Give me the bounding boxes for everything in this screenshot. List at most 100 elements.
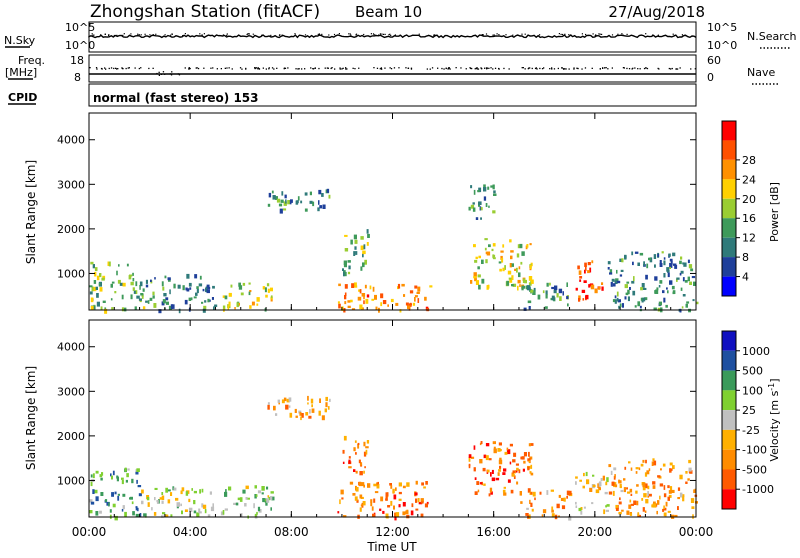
nsearch-point [598,33,600,35]
nsearch-point [498,34,500,36]
heatmap-cell [188,498,191,503]
heatmap-cell [498,442,502,446]
heatmap-cell [517,279,521,284]
heatmap-cell [588,284,591,288]
nave-point [134,67,136,69]
heatmap-cell [612,283,616,287]
heatmap-cell [212,285,215,289]
nsearch-point [318,33,320,35]
heatmap-cell [606,504,610,507]
nave-point [284,67,287,69]
heatmap-cell [470,456,475,459]
heatmap-cell [569,490,572,496]
nave-point [245,67,247,70]
heatmap-cell [288,397,292,402]
heatmap-cell [238,282,241,287]
heatmap-cell [611,278,615,282]
nave-point [529,67,531,69]
heatmap-cell [224,491,228,497]
nsearch-point [122,34,124,36]
heatmap-cell [249,290,252,293]
nave-point [273,68,275,70]
heatmap-cell [138,493,142,497]
heatmap-cell [545,290,548,295]
heatmap-cell [626,487,628,490]
heatmap-cell [492,441,496,445]
heatmap-cell [264,287,267,293]
heatmap-cell [281,399,285,404]
heatmap-cell [673,263,677,266]
heatmap-cell [472,202,475,205]
heatmap-cell [206,289,210,294]
nave-point [312,68,314,70]
heatmap-cell [402,511,406,516]
heatmap-cell [645,499,649,504]
nave-point [265,68,267,70]
heatmap-cell [592,474,595,477]
nave-point [170,74,173,76]
heatmap-cell [523,307,527,311]
y-tick-label: 2000 [57,223,85,236]
heatmap-cell [348,466,352,469]
heatmap-cell [503,468,507,472]
heatmap-cell [343,515,347,518]
nave-point [152,67,154,69]
nave-point [668,67,670,70]
heatmap-cell [619,274,623,277]
heatmap-cell [528,276,533,281]
heatmap-cell [493,190,496,194]
heatmap-cell [353,234,357,240]
nave-point [494,67,497,69]
date-label: 27/Aug/2018 [608,3,705,21]
nsearch-point [186,34,189,36]
heatmap-cell [355,487,359,492]
heatmap-cell [271,190,274,194]
nave-point [551,67,553,69]
heatmap-cell [307,395,309,401]
nsearch-point [445,35,447,37]
heatmap-cell [676,278,678,282]
heatmap-cell [207,298,210,303]
nave-point [534,67,537,70]
heatmap-cell [394,512,397,517]
heatmap-cell [254,513,257,517]
nsearch-point [672,33,674,35]
heatmap-cell [479,206,482,211]
heatmap-cell [106,501,110,506]
heatmap-cell [132,511,135,516]
heatmap-cell [608,464,612,468]
nave-point [158,71,160,73]
velocity-heatmap [89,395,698,521]
heatmap-cell [477,266,480,270]
heatmap-cell [669,468,672,473]
heatmap-cell [401,283,405,287]
heatmap-cell [657,254,660,257]
heatmap-cell [318,189,322,195]
heatmap-cell [663,507,667,511]
heatmap-cell [478,201,482,205]
heatmap-cell [542,509,547,514]
heatmap-cell [682,496,685,502]
heatmap-cell [601,286,604,291]
nave-point [257,67,259,69]
heatmap-cell [625,292,629,296]
heatmap-cell [414,295,418,298]
heatmap-cell [365,298,369,304]
heatmap-cell [242,489,246,494]
x-tick-label: 08:00 [274,525,309,539]
heatmap-cell [238,285,243,290]
heatmap-cell [351,308,356,311]
heatmap-cell [145,279,148,284]
heatmap-cell [374,294,377,300]
colorbar-tick-label: 4 [742,271,749,284]
nave-point [536,68,538,70]
heatmap-cell [343,271,345,277]
heatmap-cell [338,303,341,309]
heatmap-cell [502,472,506,475]
heatmap-cell [421,482,424,486]
heatmap-cell [349,481,354,485]
heatmap-cell [561,505,566,510]
heatmap-cell [161,500,164,504]
heatmap-cell [268,192,272,198]
heatmap-cell [619,497,621,501]
